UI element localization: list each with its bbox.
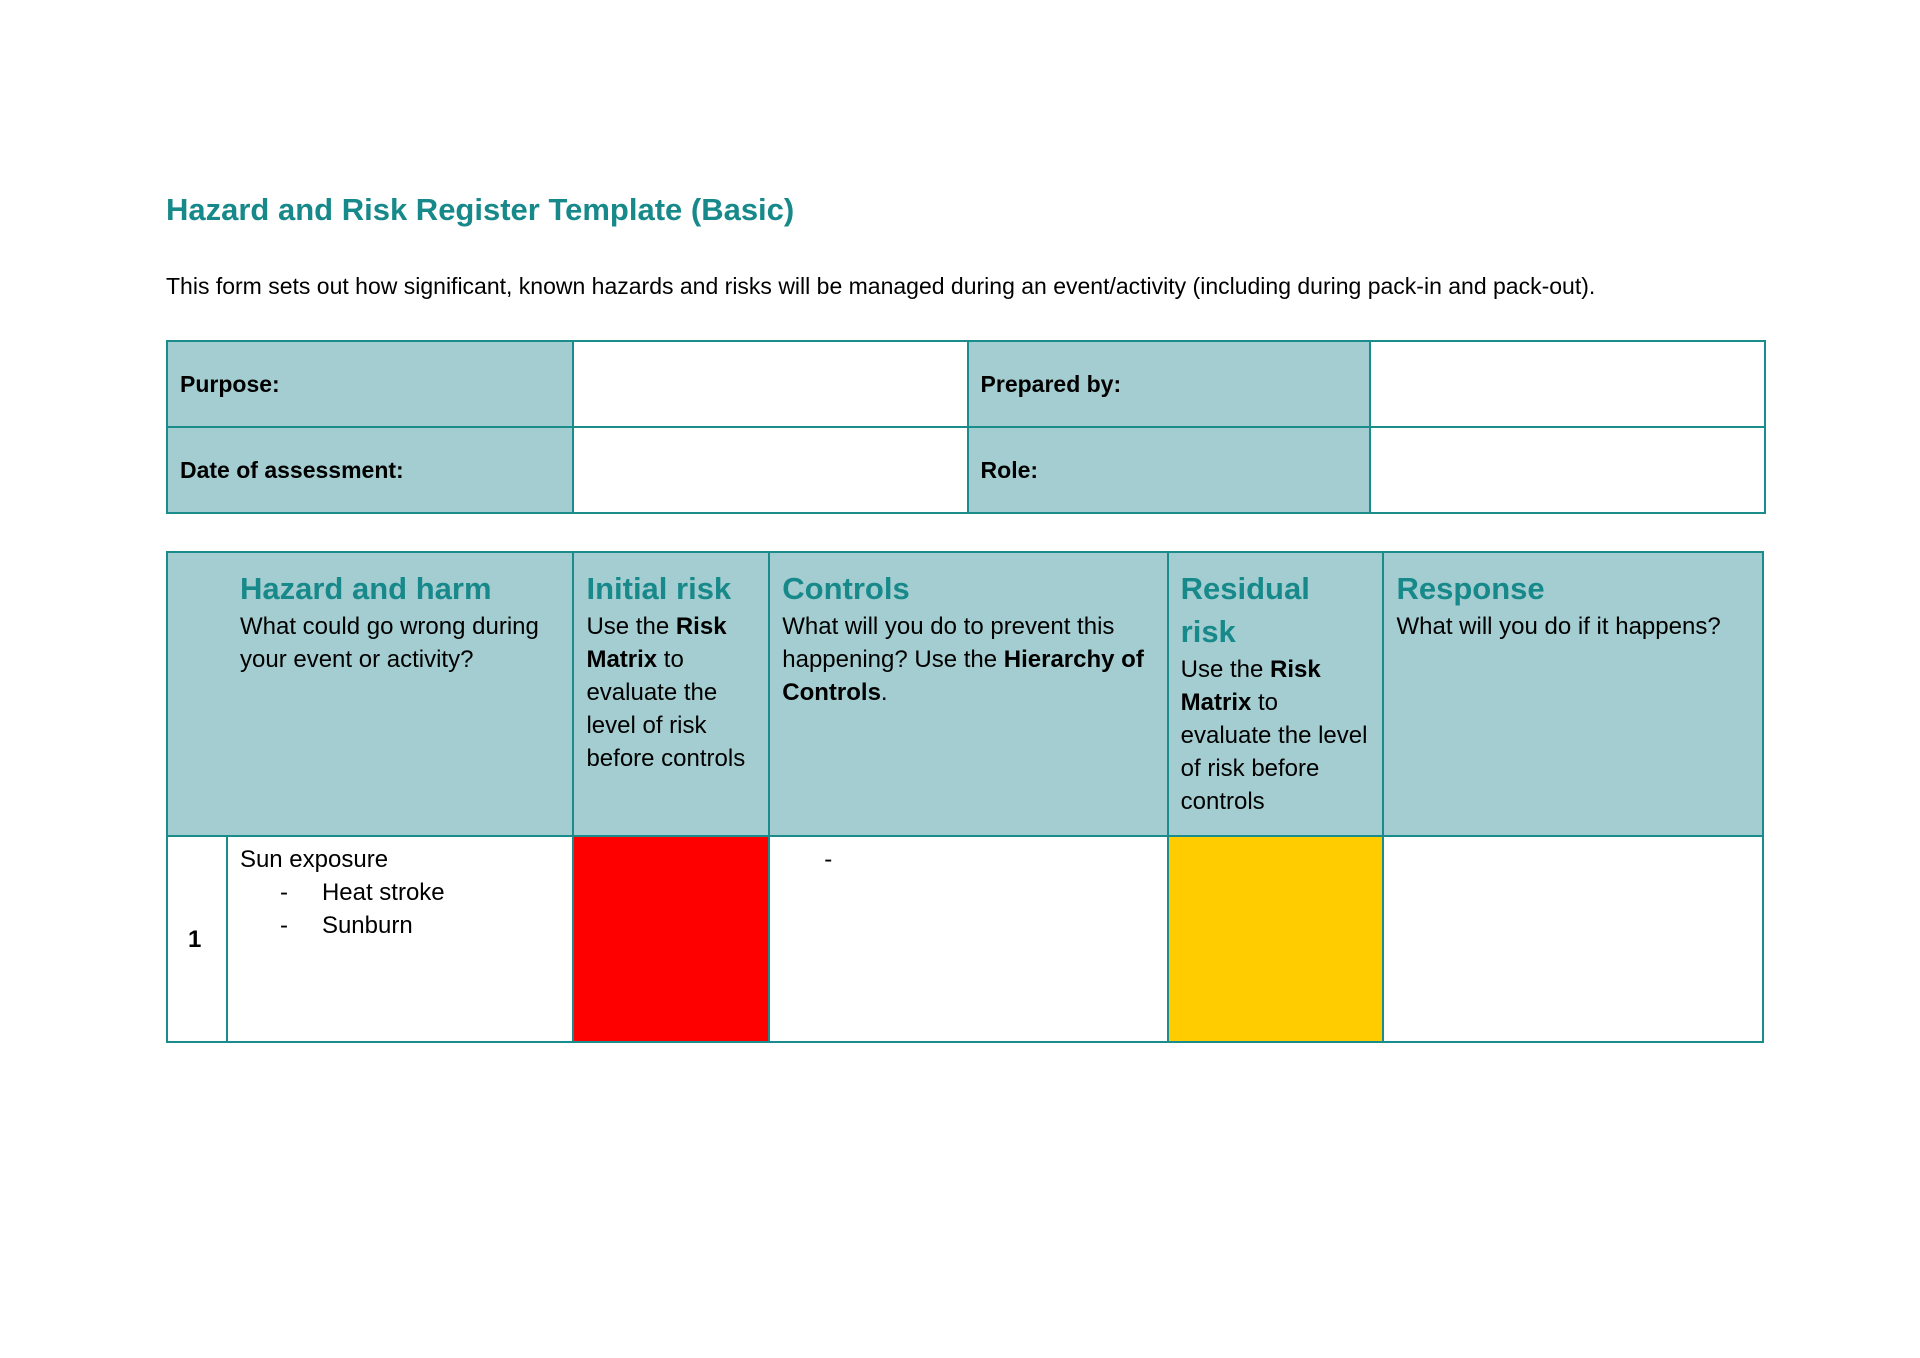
header-response: Response What will you do if it happens? — [1382, 551, 1764, 837]
header-row: Hazard and harm What could go wrong durin… — [165, 551, 1764, 837]
table-row: 1 Sun exposure Heat stroke Sunburn - — [166, 835, 1764, 1043]
harm-list: Heat stroke Sunburn — [240, 876, 561, 942]
residual-risk-cell[interactable] — [1166, 835, 1385, 1043]
header-initial-risk: Initial risk Use the Risk Matrix to evalu… — [572, 551, 771, 837]
description: This form sets out how significant, know… — [166, 273, 1596, 299]
date-field[interactable] — [571, 426, 969, 514]
controls-cell[interactable]: - — [768, 835, 1169, 1043]
harm-item: Heat stroke — [280, 876, 561, 909]
header-residual-risk: Residual risk Use the Risk Matrix to eval… — [1166, 551, 1385, 837]
header-hazard: Hazard and harm What could go wrong durin… — [165, 551, 575, 837]
date-label: Date of assessment: — [166, 426, 574, 514]
prepared-by-label: Prepared by: — [966, 340, 1372, 428]
hazard-cell[interactable]: Sun exposure Heat stroke Sunburn — [225, 835, 575, 1043]
role-label: Role: — [966, 426, 1372, 514]
purpose-label: Purpose: — [166, 340, 574, 428]
risk-register-table: Hazard and harm What could go wrong durin… — [165, 551, 1764, 1043]
hazard-text: Sun exposure — [239, 846, 389, 873]
role-field[interactable] — [1369, 426, 1766, 514]
page-title: Hazard and Risk Register Template (Basic… — [166, 192, 795, 227]
purpose-field[interactable] — [571, 340, 969, 428]
header-controls: Controls What will you do to prevent this… — [768, 551, 1169, 837]
row-number: 1 — [166, 835, 228, 1043]
initial-risk-cell[interactable] — [572, 835, 771, 1043]
harm-item: Sunburn — [280, 909, 561, 942]
info-table: Purpose: Prepared by: Date of assessment… — [166, 340, 1766, 514]
response-cell[interactable] — [1382, 835, 1764, 1043]
prepared-by-field[interactable] — [1369, 340, 1766, 428]
